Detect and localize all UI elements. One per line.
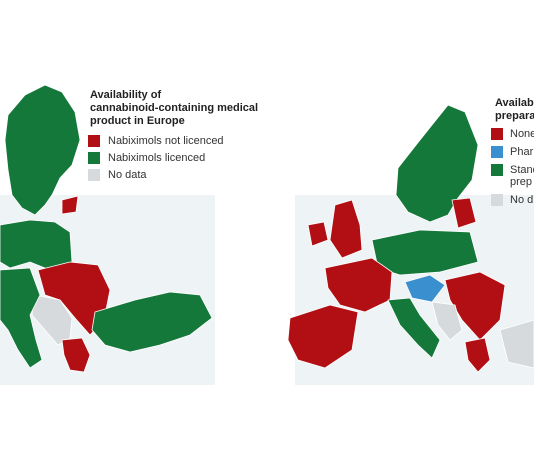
legend-label: No data bbox=[108, 169, 147, 181]
balkans-west bbox=[431, 301, 463, 341]
legend-swatch bbox=[88, 169, 100, 181]
legend-label: None bbox=[510, 128, 534, 140]
balkans-east bbox=[444, 271, 506, 341]
legend-title: prepara bbox=[495, 110, 534, 122]
legend-title: Availability of bbox=[90, 89, 161, 101]
legend-label: Nabiximols licenced bbox=[108, 152, 205, 164]
map-right bbox=[287, 104, 534, 373]
legend-title: Availab bbox=[495, 97, 534, 109]
baltics bbox=[61, 195, 79, 215]
legend-swatch bbox=[491, 146, 503, 158]
greece bbox=[464, 337, 491, 373]
legend-label: prep bbox=[510, 176, 532, 188]
ireland bbox=[307, 221, 329, 247]
greece bbox=[61, 337, 91, 373]
italy-region bbox=[0, 267, 43, 369]
legend-swatch bbox=[491, 128, 503, 140]
legend-swatch bbox=[491, 194, 503, 206]
legend-label: No d bbox=[510, 194, 533, 206]
iberia bbox=[287, 304, 359, 369]
scandinavia bbox=[395, 104, 479, 223]
uk bbox=[329, 199, 363, 259]
legend-label: Stand bbox=[510, 164, 534, 176]
scandinavia bbox=[4, 84, 81, 216]
legend-title: cannabinoid-containing medical bbox=[90, 102, 258, 114]
legend-label: Phar bbox=[510, 146, 534, 158]
central-europe bbox=[0, 219, 73, 271]
legend-label: Nabiximols not licenced bbox=[108, 135, 224, 147]
legend-swatch bbox=[88, 152, 100, 164]
baltics bbox=[451, 197, 477, 229]
turkey bbox=[499, 319, 534, 369]
map-left bbox=[0, 84, 213, 373]
italy bbox=[387, 297, 441, 359]
legend-swatch bbox=[491, 164, 503, 176]
france bbox=[324, 257, 393, 313]
austria bbox=[404, 274, 446, 303]
turkey bbox=[91, 291, 213, 353]
legend-swatch bbox=[88, 135, 100, 147]
legend-title: product in Europe bbox=[90, 115, 185, 127]
